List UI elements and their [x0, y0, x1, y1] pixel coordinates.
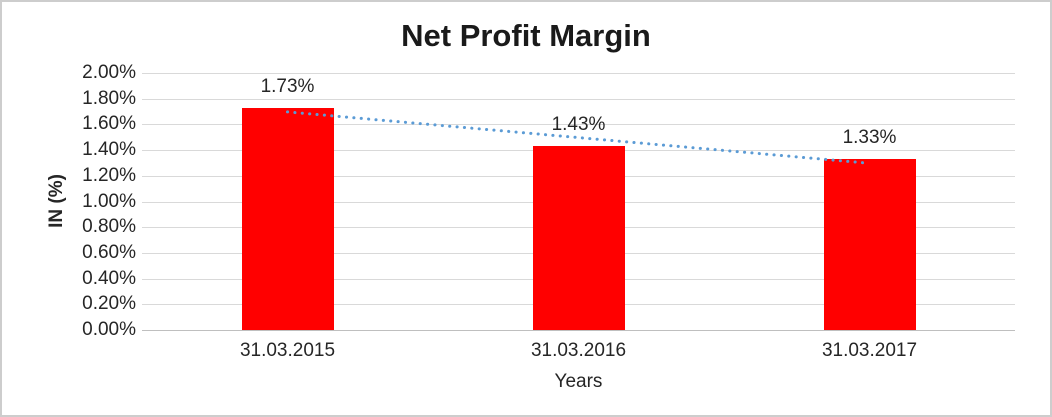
bar [823, 159, 916, 330]
y-axis-tick-label: 1.00% [82, 190, 136, 212]
bar-value-label: 1.73% [260, 75, 315, 97]
chart-title: Net Profit Margin [401, 18, 651, 53]
y-axis-tick-label: 1.40% [82, 139, 136, 161]
y-axis-tick-label: 2.00% [82, 62, 136, 83]
bar-value-label: 1.43% [551, 114, 606, 136]
bar-value-label: 1.33% [842, 127, 897, 149]
x-axis-tick-label: 31.03.2015 [239, 340, 336, 361]
y-axis-tick-label: 0.20% [82, 293, 136, 315]
y-axis-tick-label: 0.80% [82, 216, 136, 238]
x-axis-title: Years [554, 371, 603, 392]
y-axis-tick-label: 1.60% [82, 113, 136, 135]
plot-area: 1.73% 1.43% 1.33% [142, 73, 1015, 331]
y-axis-tick-label: 0.00% [82, 319, 136, 340]
y-axis-tick-label: 0.60% [82, 241, 136, 263]
bar [241, 107, 334, 330]
y-axis-tick-label: 1.20% [82, 164, 136, 186]
bar [532, 146, 625, 330]
y-axis-tick-label: 0.40% [82, 267, 136, 289]
gridline [142, 73, 1015, 74]
x-axis-tick-label: 31.03.2016 [530, 340, 627, 361]
gridline [142, 98, 1015, 100]
y-axis-tick-label: 1.80% [82, 87, 136, 109]
x-axis-line [142, 330, 1015, 331]
x-axis-tick-label: 31.03.2017 [821, 340, 918, 361]
